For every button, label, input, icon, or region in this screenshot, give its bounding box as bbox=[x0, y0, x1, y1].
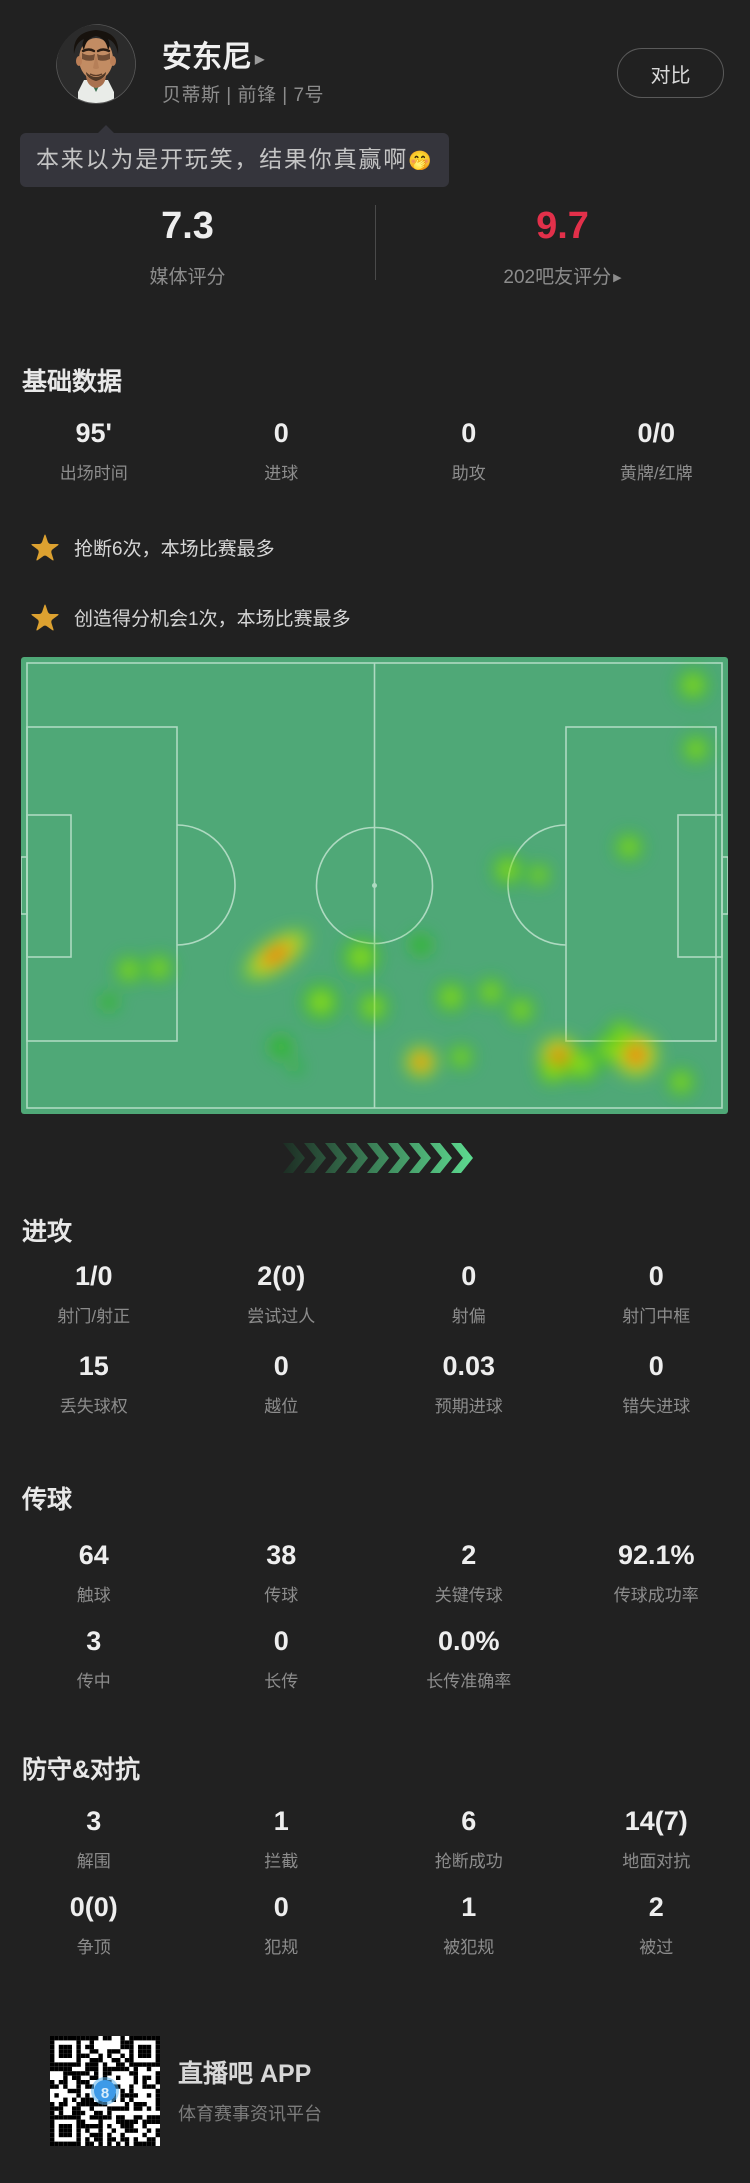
svg-text:8: 8 bbox=[101, 2085, 109, 2102]
